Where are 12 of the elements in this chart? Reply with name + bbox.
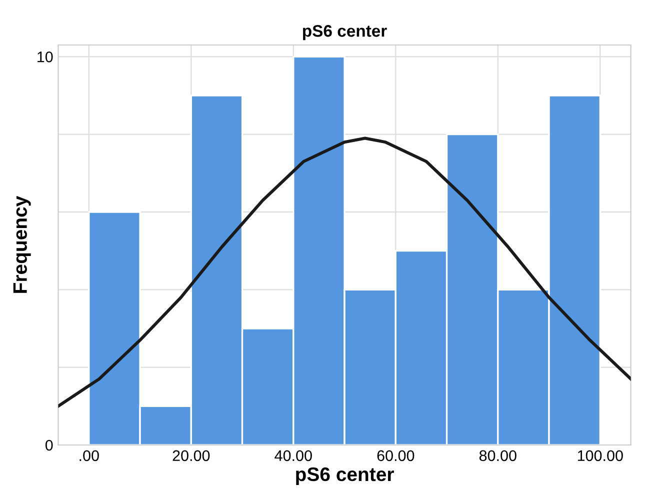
x-axis-title: pS6 center <box>296 467 394 486</box>
y-tick-label: 10 <box>38 52 53 62</box>
x-tick-label: 60.00 <box>377 450 414 462</box>
x-tick-label: 40.00 <box>274 450 312 462</box>
x-tick-label: .00 <box>80 450 99 462</box>
line-series <box>58 136 631 408</box>
y-tick-label: 0 <box>45 440 53 451</box>
x-tick-label: 20.00 <box>172 450 210 462</box>
y-axis-title: Frequency <box>13 196 31 293</box>
x-tick-label: 100.00 <box>578 450 623 462</box>
chart-title: pS6 center <box>303 25 387 40</box>
x-tick-label: 80.00 <box>479 450 516 462</box>
